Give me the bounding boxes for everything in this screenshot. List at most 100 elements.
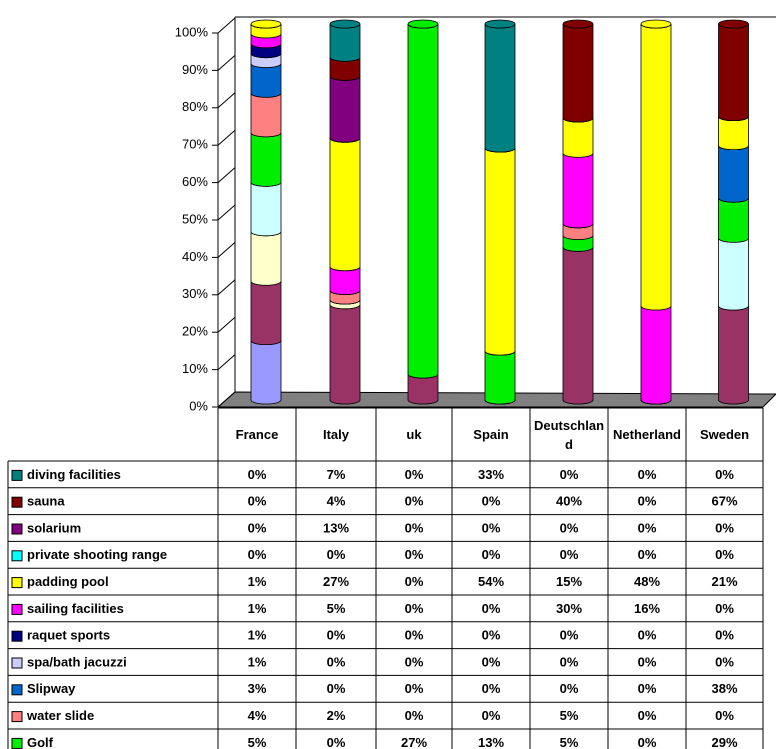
table-value: 0% bbox=[715, 467, 734, 482]
table-value: 0% bbox=[327, 547, 346, 562]
legend-swatch bbox=[11, 523, 23, 535]
legend-swatch bbox=[11, 630, 23, 642]
table-value: 0% bbox=[560, 467, 579, 482]
table-value: 0% bbox=[248, 547, 267, 562]
table-value: 0% bbox=[482, 628, 501, 643]
table-value: 0% bbox=[405, 601, 424, 616]
bar-segment bbox=[484, 23, 516, 153]
legend-label: solarium bbox=[27, 520, 81, 535]
tick-connector bbox=[217, 316, 236, 333]
table-value: 1% bbox=[248, 628, 267, 643]
y-tick-label: 30% bbox=[182, 286, 208, 301]
column-header-box: uk bbox=[406, 427, 422, 442]
table-value: 15% bbox=[556, 574, 582, 589]
table-value: 13% bbox=[323, 520, 349, 535]
table-value: 0% bbox=[638, 547, 657, 562]
table-value: 0% bbox=[405, 708, 424, 723]
cylinder-cap bbox=[562, 19, 594, 29]
legend-label: spa/bath jacuzzi bbox=[27, 654, 127, 669]
column-header-box: Spain bbox=[473, 427, 508, 442]
table-value: 0% bbox=[482, 654, 501, 669]
table-value: 48% bbox=[634, 574, 660, 589]
legend-swatch bbox=[11, 496, 23, 508]
bar-segment bbox=[562, 153, 594, 229]
y-tick-label: 10% bbox=[182, 361, 208, 376]
table-value: 0% bbox=[327, 654, 346, 669]
bar-segment bbox=[250, 93, 282, 138]
cylinder-cap bbox=[329, 19, 361, 29]
bar-segment bbox=[250, 182, 282, 237]
column-header-box: France bbox=[235, 427, 279, 442]
table-value: 0% bbox=[638, 708, 657, 723]
bar-segment bbox=[484, 147, 516, 356]
bar-segment bbox=[407, 23, 439, 379]
table-value: 40% bbox=[556, 494, 582, 509]
column-header: uk bbox=[406, 427, 422, 442]
legend-label: diving facilities bbox=[27, 467, 121, 482]
table-value: 0% bbox=[560, 547, 579, 562]
table-value: 0% bbox=[560, 654, 579, 669]
tick-connector bbox=[217, 242, 236, 258]
table-value: 0% bbox=[715, 628, 734, 643]
table-value: 0% bbox=[560, 520, 579, 535]
legend-swatch bbox=[11, 577, 23, 589]
column-header-box: Sweden bbox=[700, 427, 749, 442]
table-value: 0% bbox=[482, 520, 501, 535]
table-value: 0% bbox=[482, 681, 501, 696]
bar-segment bbox=[718, 238, 749, 311]
table-value: 3% bbox=[248, 681, 267, 696]
table-value: 5% bbox=[248, 735, 267, 749]
table-value: 0% bbox=[715, 601, 734, 616]
bar-segment bbox=[250, 281, 282, 346]
bar-segment bbox=[250, 340, 282, 405]
table-value: 1% bbox=[248, 654, 267, 669]
tick-connector bbox=[217, 279, 236, 296]
bar-segment bbox=[250, 63, 282, 98]
table-value: 0% bbox=[405, 494, 424, 509]
bar-segment bbox=[640, 305, 672, 405]
table-value: 0% bbox=[248, 520, 267, 535]
table-value: 0% bbox=[482, 708, 501, 723]
legend-label: raquet sports bbox=[27, 628, 110, 643]
table-value: 2% bbox=[327, 708, 346, 723]
bar-segment bbox=[718, 305, 749, 405]
table-value: 29% bbox=[711, 735, 737, 749]
legend-swatch bbox=[11, 550, 23, 562]
legend-swatch bbox=[11, 684, 23, 696]
legend-swatch bbox=[11, 737, 23, 749]
column-header-box: Netherland bbox=[613, 427, 681, 442]
bar-segment bbox=[250, 132, 282, 187]
table-value: 0% bbox=[560, 681, 579, 696]
table-value: 0% bbox=[405, 520, 424, 535]
table-value: 16% bbox=[634, 601, 660, 616]
legend-label: Golf bbox=[27, 735, 54, 749]
tick-connector bbox=[217, 354, 236, 370]
table-value: 0% bbox=[638, 520, 657, 535]
table-value: 4% bbox=[248, 708, 267, 723]
table-value: 0% bbox=[248, 467, 267, 482]
table-value: 0% bbox=[405, 654, 424, 669]
cylinder-cap bbox=[484, 19, 516, 29]
table-value: 0% bbox=[482, 547, 501, 562]
cylinder-cap bbox=[407, 19, 439, 29]
cylinder-cap bbox=[250, 19, 282, 29]
bar-segment bbox=[640, 23, 672, 311]
legend-label: padding pool bbox=[27, 574, 109, 589]
tick-connector bbox=[217, 17, 236, 34]
table-value: 30% bbox=[556, 601, 582, 616]
legend-label: private shooting range bbox=[27, 547, 167, 562]
table-value: 54% bbox=[478, 574, 504, 589]
table-value: 0% bbox=[715, 708, 734, 723]
table-value: 1% bbox=[248, 574, 267, 589]
legend-label: sailing facilities bbox=[27, 601, 124, 616]
tick-connector bbox=[217, 204, 236, 221]
table-value: 21% bbox=[711, 574, 737, 589]
cylinder-cap bbox=[640, 19, 672, 29]
bar-segment bbox=[407, 373, 439, 405]
table-value: 0% bbox=[715, 520, 734, 535]
table-value: 0% bbox=[638, 654, 657, 669]
column-header: France bbox=[235, 427, 279, 442]
cylinder-cap bbox=[718, 19, 749, 29]
y-tick-label: 20% bbox=[182, 324, 208, 339]
table-value: 0% bbox=[638, 628, 657, 643]
